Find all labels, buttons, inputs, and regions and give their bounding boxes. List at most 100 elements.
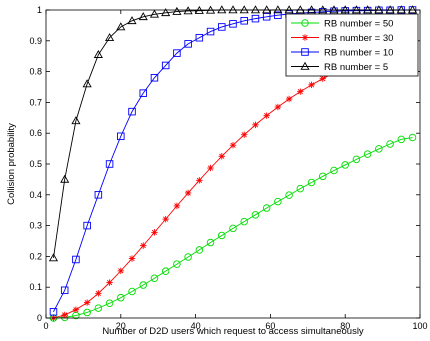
data-point [94, 304, 103, 312]
data-point [319, 172, 327, 181]
data-point [375, 145, 383, 153]
data-point [217, 5, 227, 14]
legend-marker [301, 48, 309, 56]
data-point [297, 88, 304, 95]
data-point [262, 204, 271, 212]
data-point [262, 13, 271, 21]
data-point [318, 5, 328, 14]
y-tick-label: 0.2 [29, 251, 42, 261]
x-tick-label: 80 [340, 321, 350, 331]
legend-entry-4: RB number = 5 [291, 61, 388, 73]
data-point [60, 286, 69, 295]
x-tick-label: 20 [116, 321, 126, 331]
data-point [228, 5, 238, 14]
data-point [295, 5, 305, 14]
data-point [285, 95, 293, 103]
legend-label: RB number = 30 [324, 33, 393, 44]
data-point [408, 133, 417, 142]
data-point [184, 189, 192, 197]
data-point [173, 49, 181, 57]
data-point [82, 79, 92, 88]
data-point [407, 5, 418, 14]
data-point [127, 16, 137, 25]
y-tick-label: 1 [37, 5, 42, 15]
data-point [93, 49, 103, 58]
data-point [306, 5, 317, 14]
x-tick-label: 60 [265, 321, 275, 331]
data-point [206, 238, 215, 247]
data-point [351, 5, 361, 14]
data-point [252, 121, 259, 129]
data-point [83, 221, 91, 230]
data-point [195, 33, 204, 42]
data-point [385, 5, 395, 14]
data-point [229, 20, 237, 28]
data-point [374, 5, 384, 14]
data-point [173, 260, 181, 268]
data-point [116, 22, 126, 31]
x-axis-label: Number of D2D users which request to acc… [102, 326, 364, 337]
data-point [128, 287, 136, 296]
legend-entry-1: RB number = 50 [291, 18, 393, 29]
data-point [106, 279, 113, 286]
data-point [241, 131, 248, 138]
data-point [250, 5, 261, 14]
data-point [183, 6, 193, 15]
legend: RB number = 50 RB number = 30 RB number = … [285, 13, 419, 77]
data-point [149, 9, 160, 18]
axes-layer: 0 20 40 60 80 100 0 0.1 0.2 0.3 0.4 0.5 0.6 0.7 0.8 0.9… [29, 5, 427, 331]
data-point [274, 197, 282, 206]
data-point [128, 255, 136, 262]
data-point [139, 281, 147, 289]
data-point [218, 153, 225, 160]
x-tick-label: 100 [412, 321, 427, 331]
data-point [352, 155, 361, 164]
data-point [49, 308, 58, 316]
data-point [330, 166, 338, 175]
data-point [117, 293, 125, 302]
legend-entry-2: RB number = 30 [291, 33, 393, 44]
data-point [150, 274, 159, 283]
y-tick-label: 0 [37, 313, 42, 323]
y-tick-label: 0.8 [29, 67, 42, 77]
data-point [72, 306, 80, 313]
y-tick-label: 0.7 [29, 97, 42, 107]
data-point [139, 89, 147, 97]
data-point [239, 5, 249, 14]
data-point [284, 5, 294, 14]
y-tick-label: 0.6 [29, 128, 42, 138]
y-axis-label: Collision probability [6, 123, 17, 205]
data-point [240, 17, 248, 25]
data-point [48, 253, 59, 262]
data-point [172, 6, 182, 15]
data-point [117, 267, 124, 275]
series-4 [48, 5, 418, 262]
legend-label: RB number = 10 [324, 47, 393, 58]
data-point [173, 202, 181, 210]
data-point [140, 242, 147, 249]
x-tick-label: 40 [191, 321, 201, 331]
data-point [285, 191, 293, 199]
legend-marker [300, 61, 310, 70]
x-tick-label: 0 [43, 321, 48, 331]
y-tick-label: 0.9 [29, 36, 42, 46]
data-point [396, 5, 406, 14]
y-tick-label: 0.5 [29, 159, 42, 169]
data-point [195, 246, 204, 254]
data-point [161, 61, 170, 70]
data-point [105, 299, 114, 307]
data-point [105, 160, 114, 168]
data-point [207, 164, 214, 172]
data-point [117, 132, 125, 141]
data-point [308, 81, 315, 89]
data-point [95, 290, 102, 297]
data-point [184, 40, 192, 48]
data-point [72, 255, 80, 264]
data-point [329, 5, 339, 14]
data-point [161, 8, 171, 17]
data-point [71, 116, 81, 125]
data-point [251, 211, 260, 219]
data-point [386, 140, 394, 148]
data-point [161, 267, 170, 275]
